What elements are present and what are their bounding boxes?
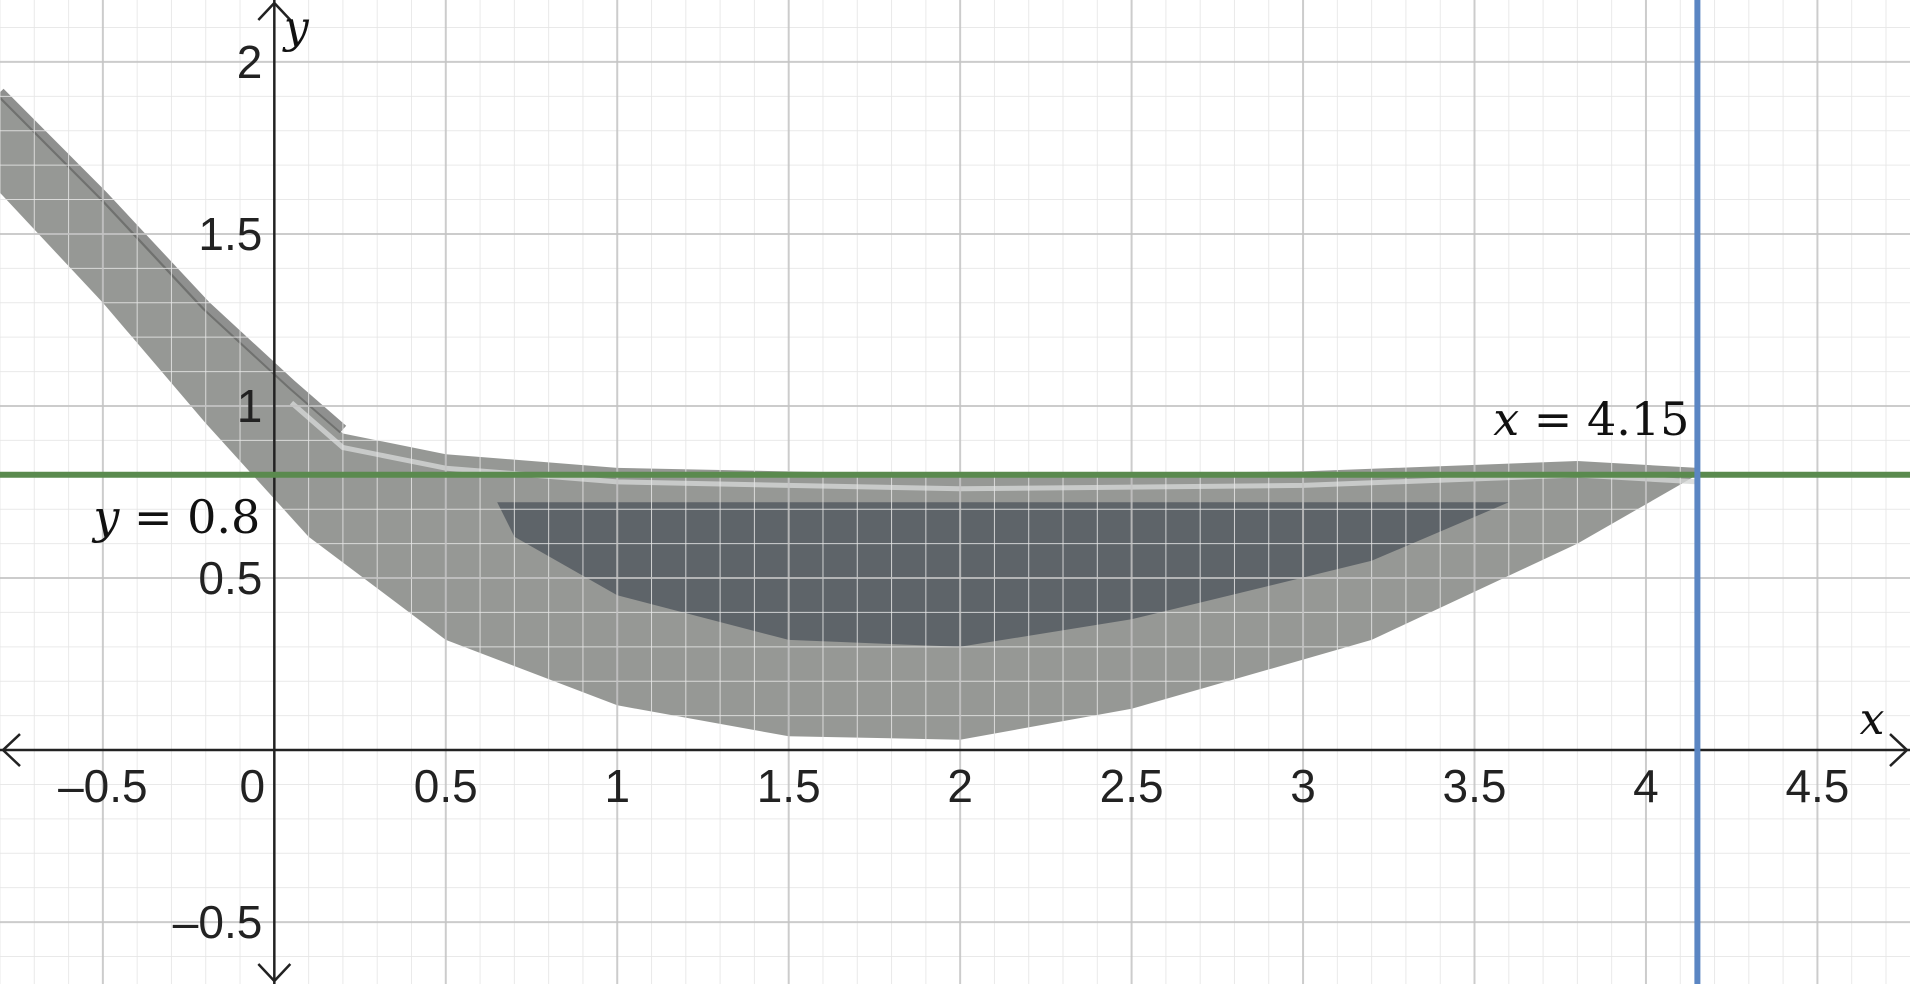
x-tick-label: 4.5: [1785, 760, 1849, 812]
x-tick-label: 2: [947, 760, 973, 812]
horizontal-line-label: y = 0.8: [91, 490, 260, 544]
y-tick-label: 1: [237, 380, 263, 432]
y-axis-label: y: [282, 2, 310, 53]
x-tick-label: 3.5: [1443, 760, 1507, 812]
x-tick-label: 3: [1290, 760, 1316, 812]
x-tick-label: 1: [604, 760, 630, 812]
y-tick-label: 1.5: [198, 208, 262, 260]
x-tick-label: 2.5: [1100, 760, 1164, 812]
x-tick-label: 4: [1633, 760, 1659, 812]
x-tick-label: 1.5: [757, 760, 821, 812]
y-tick-label: 0.5: [198, 552, 262, 604]
x-tick-label: 0: [240, 760, 266, 812]
vertical-line-label: x = 4.15: [1493, 392, 1689, 446]
y-tick-label: 2: [237, 36, 263, 88]
x-tick-label: 0.5: [414, 760, 478, 812]
y-axis-arrow-down-icon: [257, 963, 292, 983]
y-tick-labels: –0.5 0.5 1 1.5 2: [173, 36, 263, 948]
y-axis-arrow-up-icon: [257, 1, 292, 21]
x-axis-arrow-right-icon: [1889, 733, 1909, 767]
x-axis-arrow-left-icon: [1, 733, 21, 767]
x-axis-label: x: [1860, 694, 1885, 745]
club-face: [497, 502, 1509, 647]
x-tick-labels: –0.5 0 0.5 1 1.5 2 2.5 3 3.5 4 4.5: [58, 760, 1849, 812]
y-tick-label: –0.5: [173, 896, 263, 948]
x-tick-label: –0.5: [58, 760, 148, 812]
